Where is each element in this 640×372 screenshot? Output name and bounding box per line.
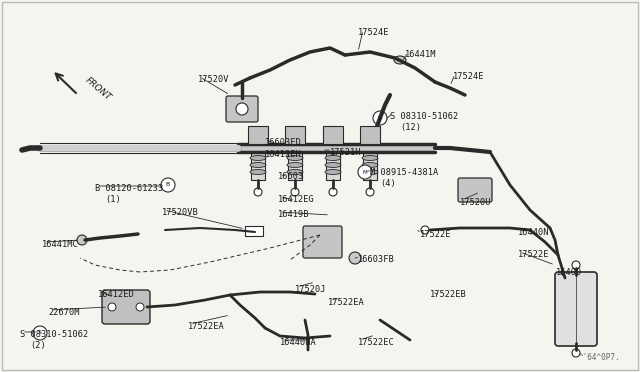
Circle shape <box>328 130 338 140</box>
Ellipse shape <box>250 163 266 167</box>
Text: 17520U: 17520U <box>460 198 492 207</box>
Text: 16412ED: 16412ED <box>98 290 135 299</box>
Text: 22670M: 22670M <box>48 308 79 317</box>
Text: 16440N: 16440N <box>518 228 550 237</box>
Bar <box>238 144 435 152</box>
Bar <box>248 126 268 144</box>
Text: 17524E: 17524E <box>358 28 390 37</box>
Text: 17520VB: 17520VB <box>162 208 199 217</box>
Bar <box>323 126 343 144</box>
Bar <box>326 152 340 180</box>
Bar <box>245 226 263 236</box>
Text: S 08310-51062: S 08310-51062 <box>390 112 458 121</box>
Circle shape <box>349 252 361 264</box>
Text: 17522EC: 17522EC <box>358 338 395 347</box>
Text: 17522EB: 17522EB <box>430 290 467 299</box>
Ellipse shape <box>287 170 303 174</box>
Text: B 08120-61233: B 08120-61233 <box>95 184 163 193</box>
Text: B: B <box>166 183 170 187</box>
Bar <box>363 152 377 180</box>
Text: (12): (12) <box>400 123 421 132</box>
FancyBboxPatch shape <box>226 96 258 122</box>
Text: ^'64^0P7.: ^'64^0P7. <box>579 353 620 362</box>
Text: (4): (4) <box>380 179 396 188</box>
Text: 17522E: 17522E <box>420 230 451 239</box>
Text: (1): (1) <box>105 195 121 204</box>
Bar <box>251 152 265 180</box>
Circle shape <box>236 103 248 115</box>
Text: 17520V: 17520V <box>198 75 230 84</box>
Ellipse shape <box>362 170 378 174</box>
Circle shape <box>365 130 375 140</box>
Text: (2): (2) <box>30 341 45 350</box>
Circle shape <box>291 188 299 196</box>
Bar <box>285 126 305 144</box>
Text: M 08915-4381A: M 08915-4381A <box>370 168 438 177</box>
Circle shape <box>366 188 374 196</box>
Text: 16441M: 16441M <box>405 50 436 59</box>
Circle shape <box>254 188 262 196</box>
Circle shape <box>329 188 337 196</box>
Text: FRONT: FRONT <box>83 76 113 102</box>
FancyBboxPatch shape <box>458 178 492 202</box>
Text: S: S <box>378 115 382 121</box>
Ellipse shape <box>287 155 303 160</box>
Text: 17522EA: 17522EA <box>188 322 225 331</box>
Circle shape <box>253 130 263 140</box>
Ellipse shape <box>250 155 266 160</box>
Ellipse shape <box>250 170 266 174</box>
Circle shape <box>572 261 580 269</box>
Text: 17520J: 17520J <box>295 285 326 294</box>
Circle shape <box>77 235 87 245</box>
FancyBboxPatch shape <box>303 226 342 258</box>
Text: S: S <box>38 330 42 336</box>
Text: 16603: 16603 <box>278 172 304 181</box>
Text: 16412EG: 16412EG <box>278 195 315 204</box>
Text: 17522E: 17522E <box>518 250 550 259</box>
Circle shape <box>572 349 580 357</box>
Circle shape <box>373 111 387 125</box>
Text: 16419B: 16419B <box>278 210 310 219</box>
Text: 17522EA: 17522EA <box>328 298 365 307</box>
Ellipse shape <box>325 163 341 167</box>
Ellipse shape <box>287 163 303 167</box>
Bar <box>288 152 302 180</box>
Circle shape <box>136 303 144 311</box>
Text: S 08310-51062: S 08310-51062 <box>20 330 88 339</box>
FancyBboxPatch shape <box>102 290 150 324</box>
FancyBboxPatch shape <box>555 272 597 346</box>
Circle shape <box>108 303 116 311</box>
Ellipse shape <box>362 163 378 167</box>
Circle shape <box>33 326 47 340</box>
Ellipse shape <box>325 170 341 174</box>
Text: 17521H: 17521H <box>330 148 362 157</box>
Circle shape <box>421 226 429 234</box>
Text: 16441MC: 16441MC <box>42 240 79 249</box>
Text: 16412EH: 16412EH <box>265 150 301 159</box>
Text: 16400: 16400 <box>556 268 582 277</box>
Circle shape <box>290 130 300 140</box>
Ellipse shape <box>325 155 341 160</box>
Text: 17524E: 17524E <box>453 72 484 81</box>
Bar <box>360 126 380 144</box>
Text: M: M <box>363 170 367 174</box>
Ellipse shape <box>394 56 406 64</box>
Text: 16603FD: 16603FD <box>265 138 301 147</box>
Text: 16440NA: 16440NA <box>280 338 317 347</box>
Circle shape <box>358 165 372 179</box>
Circle shape <box>161 178 175 192</box>
Ellipse shape <box>362 155 378 160</box>
Text: 16603FB: 16603FB <box>358 255 395 264</box>
